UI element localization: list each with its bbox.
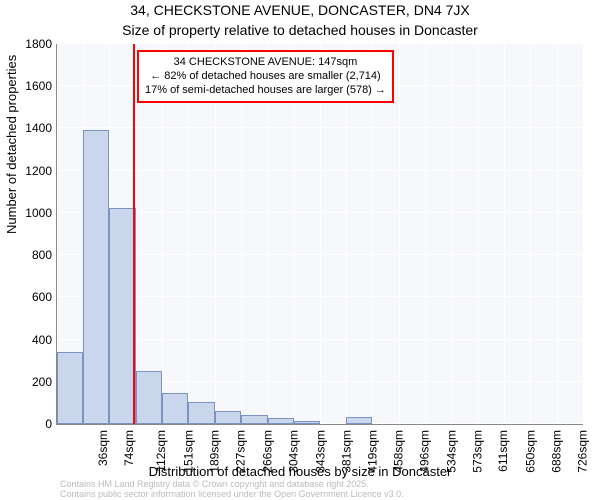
hgrid-line [57, 254, 583, 255]
histogram-bar [83, 130, 109, 425]
x-tick-label: 112sqm [154, 430, 168, 472]
y-tick-label: 400 [8, 333, 52, 347]
attribution-text: Contains HM Land Registry data © Crown c… [60, 480, 404, 500]
attribution-line2: Contains public sector information licen… [60, 490, 404, 500]
y-tick-label: 1800 [8, 37, 52, 51]
histogram-bar [188, 402, 215, 424]
x-tick-label: 151sqm [182, 430, 196, 473]
x-tick-label: 688sqm [550, 430, 564, 473]
x-tick-label: 419sqm [365, 430, 379, 473]
vgrid-line [451, 44, 452, 424]
x-tick-label: 534sqm [444, 430, 458, 473]
vgrid-line [530, 44, 531, 424]
x-tick-label: 266sqm [260, 430, 274, 473]
x-tick-label: 343sqm [313, 430, 327, 473]
x-tick-label: 650sqm [524, 430, 538, 473]
vgrid-line [425, 44, 426, 424]
x-tick-label: 36sqm [96, 430, 110, 466]
hgrid-line [57, 296, 583, 297]
annotation-line: 34 CHECKSTONE AVENUE: 147sqm [145, 56, 386, 70]
histogram-bar [162, 393, 188, 424]
x-tick-label: 227sqm [234, 430, 248, 473]
histogram-bar [215, 411, 241, 424]
x-tick-label: 496sqm [418, 430, 432, 473]
histogram-bar [268, 418, 294, 424]
annotation-box: 34 CHECKSTONE AVENUE: 147sqm← 82% of det… [137, 50, 394, 103]
histogram-bar [109, 208, 136, 424]
x-tick-label: 74sqm [122, 430, 136, 466]
hgrid-line [57, 127, 583, 128]
chart-container: 34, CHECKSTONE AVENUE, DONCASTER, DN4 7J… [0, 0, 600, 500]
plot-area: 34 CHECKSTONE AVENUE: 147sqm← 82% of det… [56, 44, 583, 425]
x-tick-label: 458sqm [392, 430, 406, 473]
hgrid-line [57, 212, 583, 213]
vgrid-line [399, 44, 400, 424]
y-tick-label: 0 [8, 417, 52, 431]
y-tick-label: 1600 [8, 79, 52, 93]
x-tick-label: 189sqm [208, 430, 222, 473]
y-tick-label: 1000 [8, 206, 52, 220]
histogram-bar [294, 421, 320, 424]
y-tick-label: 1200 [8, 164, 52, 178]
y-tick-label: 600 [8, 290, 52, 304]
x-tick-label: 726sqm [576, 430, 590, 473]
histogram-bar [136, 371, 162, 424]
annotation-line: ← 82% of detached houses are smaller (2,… [145, 70, 386, 84]
x-tick-label: 611sqm [496, 430, 510, 472]
hgrid-line [57, 339, 583, 340]
x-tick-label: 381sqm [339, 430, 353, 473]
y-tick-label: 800 [8, 248, 52, 262]
histogram-bar [346, 417, 372, 424]
histogram-bar [57, 352, 83, 424]
vgrid-line [583, 44, 584, 424]
hgrid-line [57, 43, 583, 44]
hgrid-line [57, 170, 583, 171]
chart-title-line1: 34, CHECKSTONE AVENUE, DONCASTER, DN4 7J… [0, 0, 600, 20]
y-tick-label: 1400 [8, 121, 52, 135]
chart-title-line2: Size of property relative to detached ho… [0, 20, 600, 44]
marker-line [133, 44, 135, 424]
histogram-bar [241, 415, 268, 424]
vgrid-line [478, 44, 479, 424]
vgrid-line [557, 44, 558, 424]
y-tick-label: 200 [8, 375, 52, 389]
x-tick-label: 573sqm [471, 430, 485, 473]
annotation-line: 17% of semi-detached houses are larger (… [145, 84, 386, 98]
vgrid-line [504, 44, 505, 424]
x-tick-label: 304sqm [286, 430, 300, 473]
